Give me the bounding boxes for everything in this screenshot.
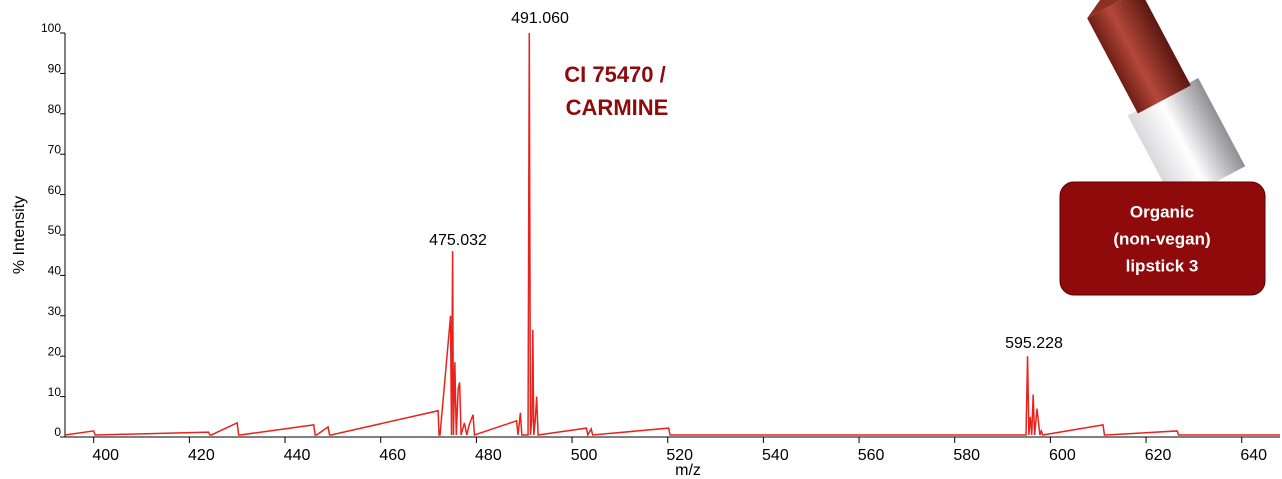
lipstick-image <box>1087 0 1246 204</box>
x-tick-label: 640 <box>1240 447 1267 464</box>
peak-label: 595.228 <box>1005 335 1063 352</box>
x-tick-label: 440 <box>284 447 311 464</box>
peak-label: 475.032 <box>429 232 487 249</box>
x-tick-label: 500 <box>571 447 598 464</box>
y-tick-label: 70 <box>48 142 62 156</box>
y-tick-label: 0 <box>54 425 61 439</box>
x-tick-label: 560 <box>858 447 885 464</box>
badge: Organic (non-vegan) lipstick 3 <box>1059 181 1266 296</box>
x-axis-label: m/z <box>675 462 701 479</box>
x-tick-label: 600 <box>1049 447 1076 464</box>
peak-label: 491.060 <box>511 10 569 27</box>
compound-label: CI 75470 / <box>564 62 666 87</box>
y-tick-label: 100 <box>41 21 61 35</box>
x-tick-label: 460 <box>379 447 406 464</box>
badge-text: Organic <box>1130 202 1194 221</box>
compound-label: CARMINE <box>566 95 669 120</box>
spectrum-line <box>64 32 1280 438</box>
y-tick-label: 30 <box>48 304 62 318</box>
y-tick-label: 50 <box>48 223 62 237</box>
y-tick-label: 10 <box>48 385 62 399</box>
y-tick-label: 80 <box>48 102 62 116</box>
y-tick-label: 60 <box>48 183 62 197</box>
badge-text: lipstick 3 <box>1126 256 1199 275</box>
x-tick-label: 520 <box>666 447 693 464</box>
x-tick-label: 580 <box>953 447 980 464</box>
x-tick-label: 420 <box>188 447 215 464</box>
badge-text: (non-vegan) <box>1113 229 1210 248</box>
y-tick-label: 20 <box>48 344 62 358</box>
x-tick-label: 620 <box>1145 447 1172 464</box>
y-axis-label: % Intensity <box>11 196 28 274</box>
y-tick-label: 90 <box>48 62 62 76</box>
x-tick-label: 480 <box>475 447 502 464</box>
y-tick-label: 40 <box>48 264 62 278</box>
x-tick-label: 400 <box>92 447 119 464</box>
badge-box <box>1059 181 1266 296</box>
x-tick-label: 540 <box>762 447 789 464</box>
